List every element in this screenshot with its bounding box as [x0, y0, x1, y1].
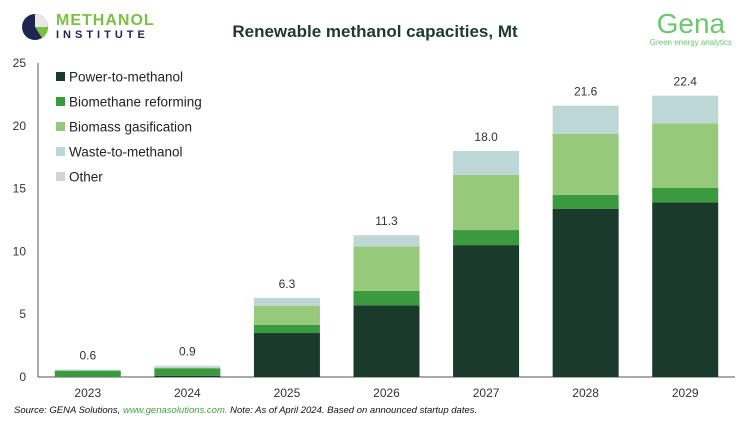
x-tick-label: 2029 [672, 386, 699, 400]
total-data-label: 0.6 [79, 348, 96, 362]
bar-segment-waste-to-methanol [453, 150, 520, 175]
x-tick-label: 2025 [274, 386, 301, 400]
legend-swatch [56, 97, 65, 106]
bar-segment-biomethane-reforming [353, 290, 420, 306]
bar-segment-power-to-methanol [652, 202, 719, 377]
legend-swatch [56, 172, 65, 181]
legend-swatch [56, 72, 65, 81]
bar-segment-waste-to-methanol [54, 369, 121, 371]
legend-swatch [56, 147, 65, 156]
logo-text-methanol: METHANOL [56, 12, 155, 29]
bar-segment-biomass-gasification [552, 133, 619, 195]
gena-logo-word: Gena [656, 8, 726, 39]
legend-label: Power-to-methanol [69, 70, 183, 85]
bar-segment-biomass-gasification [453, 174, 520, 231]
legend-label: Biomethane reforming [69, 95, 202, 110]
legend-label: Waste-to-methanol [69, 145, 183, 160]
x-tick-label: 2024 [174, 386, 201, 400]
bar-segment-biomass-gasification [253, 306, 320, 325]
total-data-label: 22.4 [674, 75, 698, 89]
bar-segment-biomethane-reforming [154, 368, 221, 376]
source-note: Source: GENA Solutions, www.genasolution… [14, 405, 477, 416]
bar-segment-other [353, 235, 420, 237]
bar-segment-biomethane-reforming [253, 324, 320, 334]
bar-segment-power-to-methanol [154, 375, 221, 377]
total-data-label: 6.3 [279, 277, 296, 291]
y-tick-label: 20 [13, 119, 27, 133]
bar-segment-waste-to-methanol [253, 297, 320, 307]
bar-segment-biomethane-reforming [54, 370, 121, 377]
gena-logo-tagline: Green energy analytics [649, 38, 732, 47]
bar-segment-biomass-gasification [652, 123, 719, 188]
total-data-label: 18.0 [474, 130, 498, 144]
bar-segment-power-to-methanol [253, 333, 320, 377]
bar-segment-biomethane-reforming [552, 194, 619, 209]
x-tick-label: 2028 [572, 386, 599, 400]
legend-label: Other [69, 170, 103, 185]
chart-title: Renewable methanol capacities, Mt [232, 22, 518, 41]
bar-segment-waste-to-methanol [652, 95, 719, 124]
y-tick-label: 10 [13, 244, 27, 258]
logo-text-institute: INSTITUTE [56, 29, 149, 41]
source-prefix: Source: GENA Solutions, [14, 405, 123, 416]
bar-segment-other [154, 365, 221, 367]
total-data-label: 0.9 [179, 345, 196, 359]
y-tick-label: 15 [13, 182, 27, 196]
total-data-label: 21.6 [574, 85, 598, 99]
methanol-institute-logo: METHANOL INSTITUTE [20, 12, 155, 42]
bar-segment-power-to-methanol [453, 245, 520, 377]
bar-segment-power-to-methanol [353, 305, 420, 377]
bar-segment-biomethane-reforming [652, 187, 719, 203]
bar-segment-biomass-gasification [353, 246, 420, 291]
gena-logo: Gena Green energy analytics [649, 8, 732, 48]
bar-segment-waste-to-methanol [353, 236, 420, 247]
y-tick-label: 25 [13, 56, 27, 70]
bar-segment-waste-to-methanol [552, 105, 619, 134]
bar-segment-biomethane-reforming [453, 230, 520, 246]
bar-segment-waste-to-methanol [154, 366, 221, 369]
y-tick-label: 0 [19, 370, 26, 384]
total-data-label: 11.3 [375, 214, 398, 228]
x-tick-label: 2026 [373, 386, 400, 400]
source-link[interactable]: www.genasolutions.com. [122, 405, 228, 416]
x-tick-label: 2027 [473, 386, 500, 400]
x-tick-label: 2023 [74, 386, 101, 400]
methanol-institute-logo-icon [22, 14, 49, 40]
bar-segment-power-to-methanol [552, 208, 619, 377]
source-note-text: Note: As of April 2024. Based on announc… [227, 405, 478, 416]
legend-swatch [56, 122, 65, 131]
legend-label: Biomass gasification [69, 120, 192, 135]
y-tick-label: 5 [19, 307, 26, 321]
